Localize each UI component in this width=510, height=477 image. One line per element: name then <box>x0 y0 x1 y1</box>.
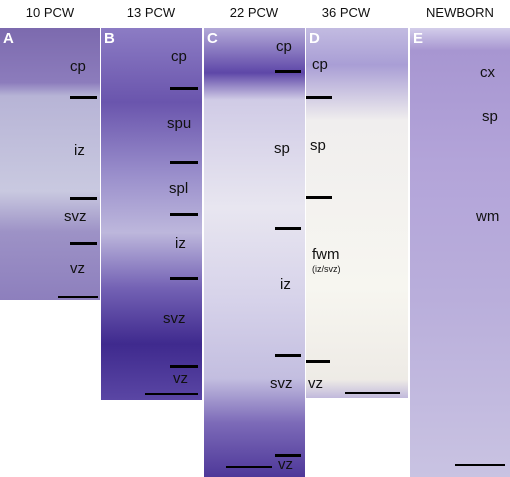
layer-label: iz <box>74 142 85 159</box>
boundary-bar <box>170 365 198 368</box>
panel: D cp sp fwm (iz/svz) vz <box>306 28 408 398</box>
boundary-bar <box>70 197 97 200</box>
panel: A cp iz svz vz <box>0 28 100 300</box>
panel: E cx sp wm <box>410 28 510 477</box>
layer-label: iz <box>280 276 291 293</box>
panel: B cp spu spl iz svz vz <box>101 28 202 400</box>
layer-label: fwm <box>312 246 340 263</box>
boundary-bar <box>170 87 198 90</box>
scale-bar <box>226 466 272 468</box>
layer-label: cp <box>276 38 292 55</box>
scale-bar <box>345 392 400 394</box>
layer-label: sp <box>482 108 498 125</box>
layer-label: vz <box>278 456 293 473</box>
boundary-bar <box>275 354 301 357</box>
layer-sublabel: (iz/svz) <box>312 264 341 274</box>
boundary-bar <box>170 161 198 164</box>
layer-label: cp <box>70 58 86 75</box>
panel-header: NEWBORN <box>426 5 494 20</box>
boundary-bar <box>275 70 301 73</box>
boundary-bar <box>70 242 97 245</box>
panel: C cp sp iz svz vz <box>204 28 305 477</box>
layer-label: vz <box>308 375 323 392</box>
layer-label: wm <box>476 208 500 225</box>
boundary-bar <box>275 227 301 230</box>
boundary-bar <box>70 96 97 99</box>
layer-label: spu <box>167 115 192 132</box>
panel-letter: E <box>413 30 424 47</box>
panel-header: 13 PCW <box>126 5 176 20</box>
layer-label: svz <box>64 208 87 225</box>
layer-label: vz <box>173 370 188 387</box>
layer-label: vz <box>70 260 85 277</box>
layer-label: svz <box>270 375 293 392</box>
boundary-bar <box>306 96 332 99</box>
panel-header: 36 PCW <box>321 5 371 20</box>
layer-label: svz <box>163 310 186 327</box>
panel-letter: A <box>3 30 14 47</box>
layer-label: cx <box>480 64 495 81</box>
layer-label: sp <box>274 140 290 157</box>
panel-header: 22 PCW <box>229 5 279 20</box>
scale-bar <box>58 296 98 298</box>
panel-letter: C <box>207 30 218 47</box>
layer-label: cp <box>171 48 187 65</box>
boundary-bar <box>170 213 198 216</box>
boundary-bar <box>275 454 301 457</box>
scale-bar <box>455 464 505 466</box>
boundary-bar <box>170 277 198 280</box>
panel-letter: B <box>104 30 115 47</box>
scale-bar <box>145 393 198 395</box>
panel-header: 10 PCW <box>25 5 75 20</box>
layer-label: spl <box>169 180 189 197</box>
layer-label: sp <box>310 137 326 154</box>
boundary-bar <box>306 360 330 363</box>
layer-label: iz <box>175 235 186 252</box>
panel-letter: D <box>309 30 320 47</box>
boundary-bar <box>306 196 332 199</box>
layer-label: cp <box>312 56 328 73</box>
